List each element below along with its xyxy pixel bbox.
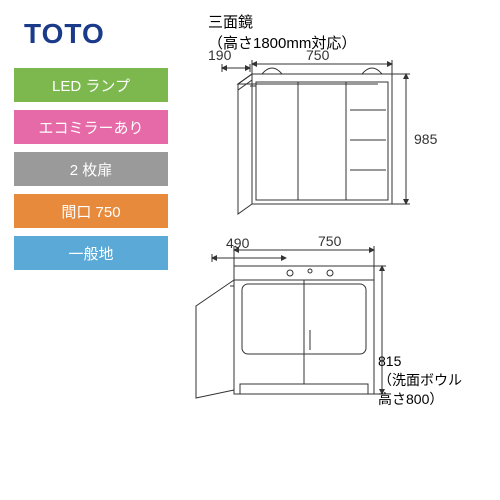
dim-lower-note2: 高さ800） bbox=[378, 391, 443, 407]
tag-doors: 2 枚扉 bbox=[14, 152, 168, 186]
tag-region: 一般地 bbox=[14, 236, 168, 270]
dim-upper-depth: 190 bbox=[208, 50, 232, 63]
dim-lower-note1: （洗面ボウル bbox=[378, 372, 462, 388]
upper-unit bbox=[238, 68, 392, 214]
dim-lower-height: 815 bbox=[378, 353, 401, 369]
dim-lower-depth: 490 bbox=[226, 235, 250, 251]
dim-upper-width: 750 bbox=[306, 50, 330, 63]
feature-tags: LED ランプ エコミラーあり 2 枚扉 間口 750 一般地 bbox=[14, 68, 168, 270]
title-line1: 三面鏡 bbox=[208, 14, 253, 31]
tag-led: LED ランプ bbox=[14, 68, 168, 102]
brand-logo: TOTO bbox=[24, 18, 105, 50]
dim-lower-width: 750 bbox=[318, 233, 342, 249]
dim-upper-height: 985 bbox=[414, 131, 438, 147]
lower-unit bbox=[196, 266, 374, 398]
tag-width: 間口 750 bbox=[14, 194, 168, 228]
dimension-diagram: 190 750 985 bbox=[190, 50, 490, 490]
tag-ecomirror: エコミラーあり bbox=[14, 110, 168, 144]
lower-height-label: 815 （洗面ボウル 高さ800） bbox=[378, 352, 462, 409]
diagram-title: 三面鏡 （高さ1800mm対応） bbox=[208, 12, 356, 54]
